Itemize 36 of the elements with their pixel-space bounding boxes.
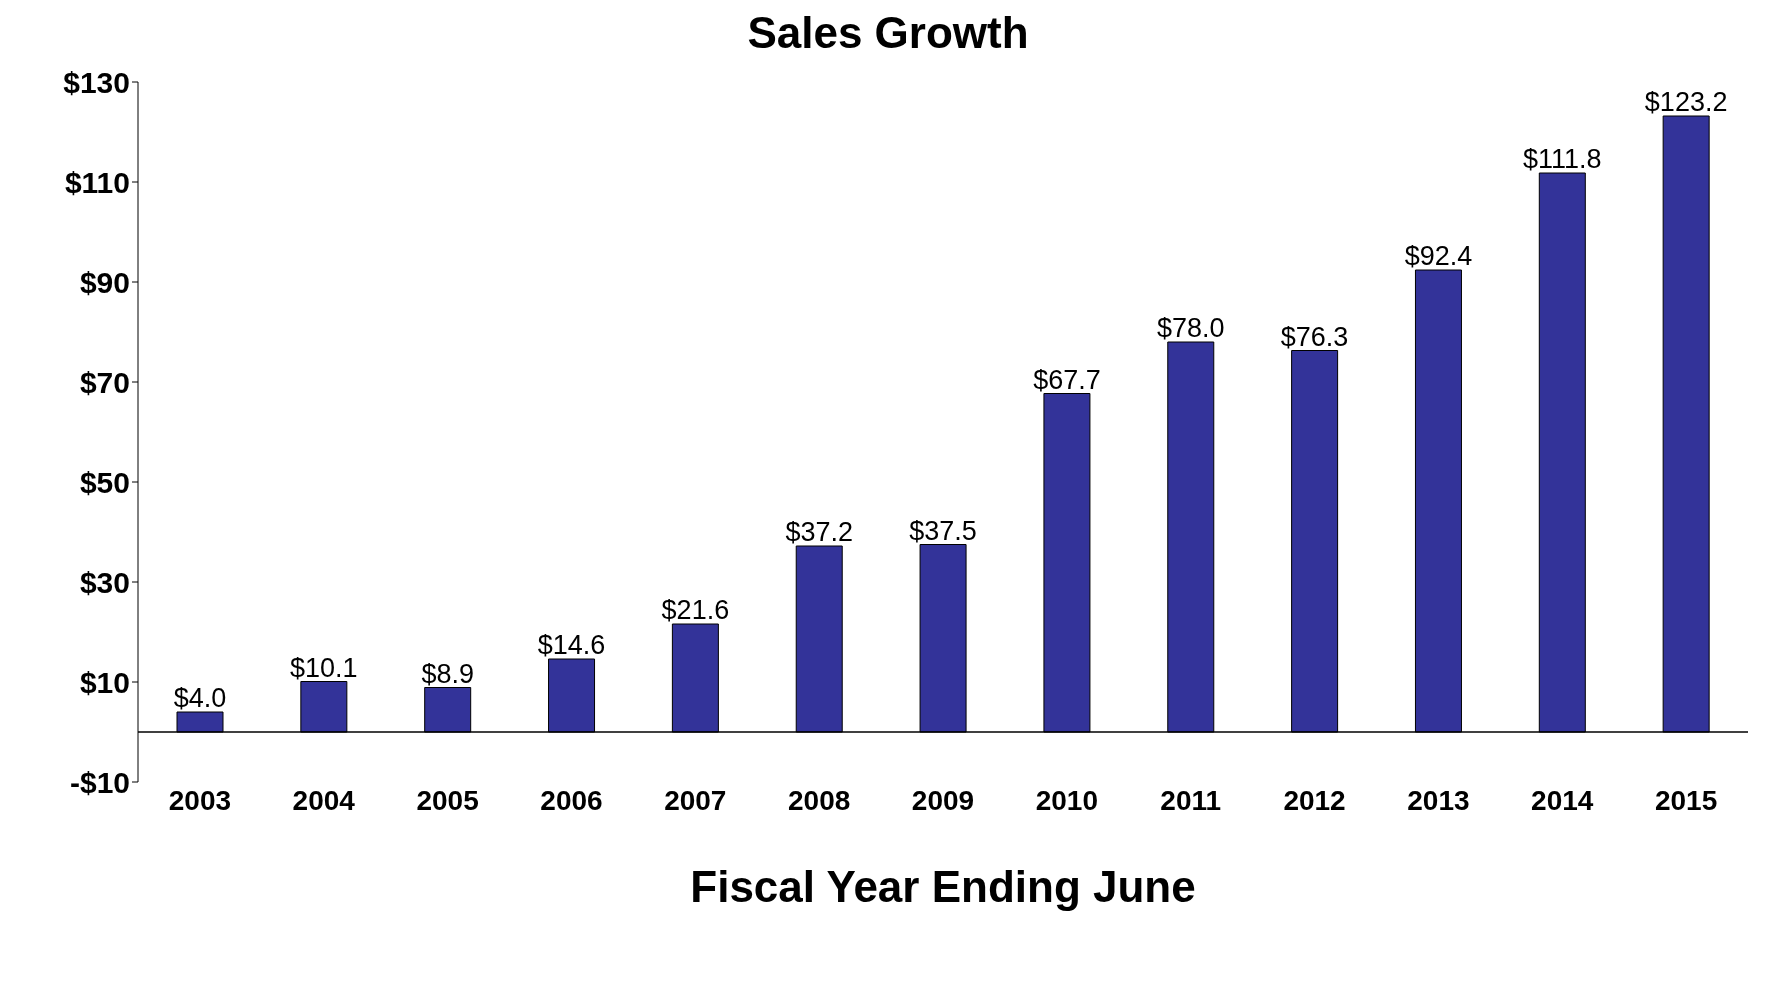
data-label: $123.2 — [1644, 87, 1728, 117]
y-tick-label: $30 — [79, 565, 130, 599]
x-tick-label: 2006 — [540, 784, 603, 816]
data-label: $76.3 — [1280, 321, 1349, 352]
data-label: $37.2 — [785, 517, 854, 547]
data-label: $10.1 — [290, 652, 358, 683]
y-tick-label: -$10 — [69, 765, 130, 799]
chart-title: Sales Growth — [746, 8, 1030, 59]
data-label: $4.0 — [173, 683, 227, 713]
y-tick-label: $110 — [64, 165, 130, 199]
x-tick-label: 2005 — [416, 784, 479, 816]
x-tick-label: 2013 — [1407, 784, 1470, 816]
data-label: $92.4 — [1404, 241, 1473, 271]
x-axis-title: Fiscal Year Ending June — [690, 862, 1196, 911]
data-label: $21.6 — [661, 595, 730, 625]
data-label: $8.9 — [421, 658, 474, 689]
y-tick-label: $10 — [79, 665, 130, 699]
x-tick-label: 2009 — [911, 784, 975, 816]
data-label: $78.0 — [1156, 313, 1225, 343]
x-tick-label: 2012 — [1283, 784, 1346, 816]
y-tick-label: $50 — [79, 465, 130, 499]
data-label: $67.7 — [1033, 364, 1101, 395]
x-tick-label: 2003 — [168, 784, 232, 816]
x-tick-label: 2014 — [1531, 784, 1594, 816]
y-tick-label: $130 — [63, 65, 130, 99]
x-tick-label: 2007 — [664, 784, 727, 816]
data-label: $111.8 — [1523, 144, 1602, 174]
data-label: $37.5 — [909, 515, 977, 546]
x-tick-label: 2015 — [1654, 784, 1718, 816]
x-tick-label: 2004 — [292, 784, 356, 816]
x-tick-label: 2010 — [1035, 784, 1098, 816]
data-label: $14.6 — [537, 630, 606, 660]
y-tick-label: $70 — [79, 365, 130, 399]
x-tick-label: 2008 — [788, 784, 851, 816]
y-tick-label: $90 — [79, 265, 130, 299]
x-tick-label: 2011 — [1160, 784, 1222, 816]
